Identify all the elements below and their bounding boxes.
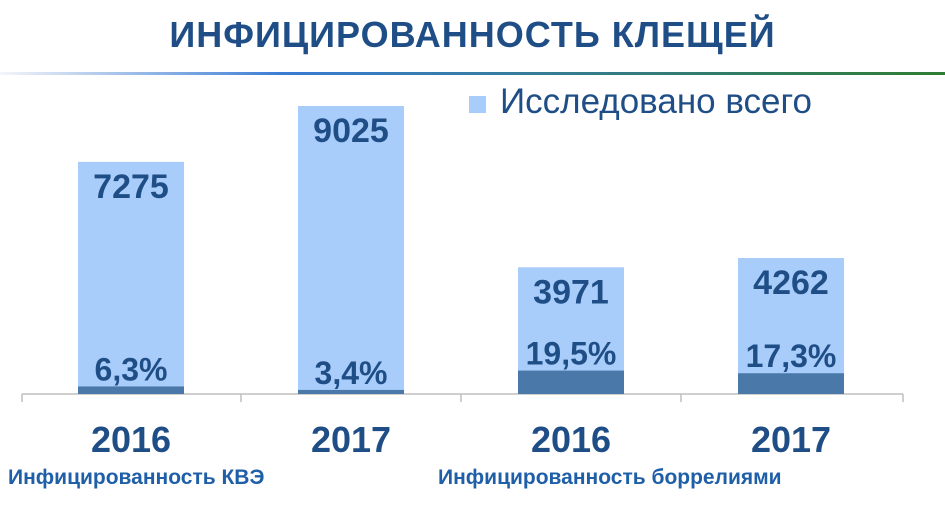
x-tick-label: 2016: [91, 419, 171, 460]
bar-total: [78, 161, 184, 394]
bar-infected: [518, 370, 624, 394]
bar-total: [298, 106, 404, 394]
data-label-percent: 17,3%: [746, 338, 837, 374]
data-label-percent: 19,5%: [526, 336, 617, 372]
data-label-total: 4262: [753, 264, 829, 302]
data-label-percent: 6,3%: [95, 351, 168, 387]
page-title: ИНФИЦИРОВАННОСТЬ КЛЕЩЕЙ: [169, 14, 776, 55]
data-label-total: 9025: [313, 112, 389, 150]
x-tick-label: 2017: [311, 419, 391, 460]
bar-infected: [78, 386, 184, 394]
group-label-borrelia: Инфицированность боррелиями: [438, 466, 782, 489]
legend-label: Исследовано всего: [500, 82, 812, 121]
x-tick-label: 2017: [751, 419, 831, 460]
data-label-total: 7275: [93, 168, 169, 206]
title-divider: [0, 72, 945, 75]
x-tick-label: 2016: [531, 419, 611, 460]
bar-total: [738, 257, 844, 394]
data-label-total: 3971: [533, 273, 609, 311]
bar-infected: [738, 373, 844, 394]
data-label-percent: 3,4%: [315, 355, 388, 391]
group-label-kve: Инфицированность КВЭ: [8, 466, 265, 489]
bar-infected: [298, 389, 404, 394]
legend-swatch: [469, 96, 486, 113]
